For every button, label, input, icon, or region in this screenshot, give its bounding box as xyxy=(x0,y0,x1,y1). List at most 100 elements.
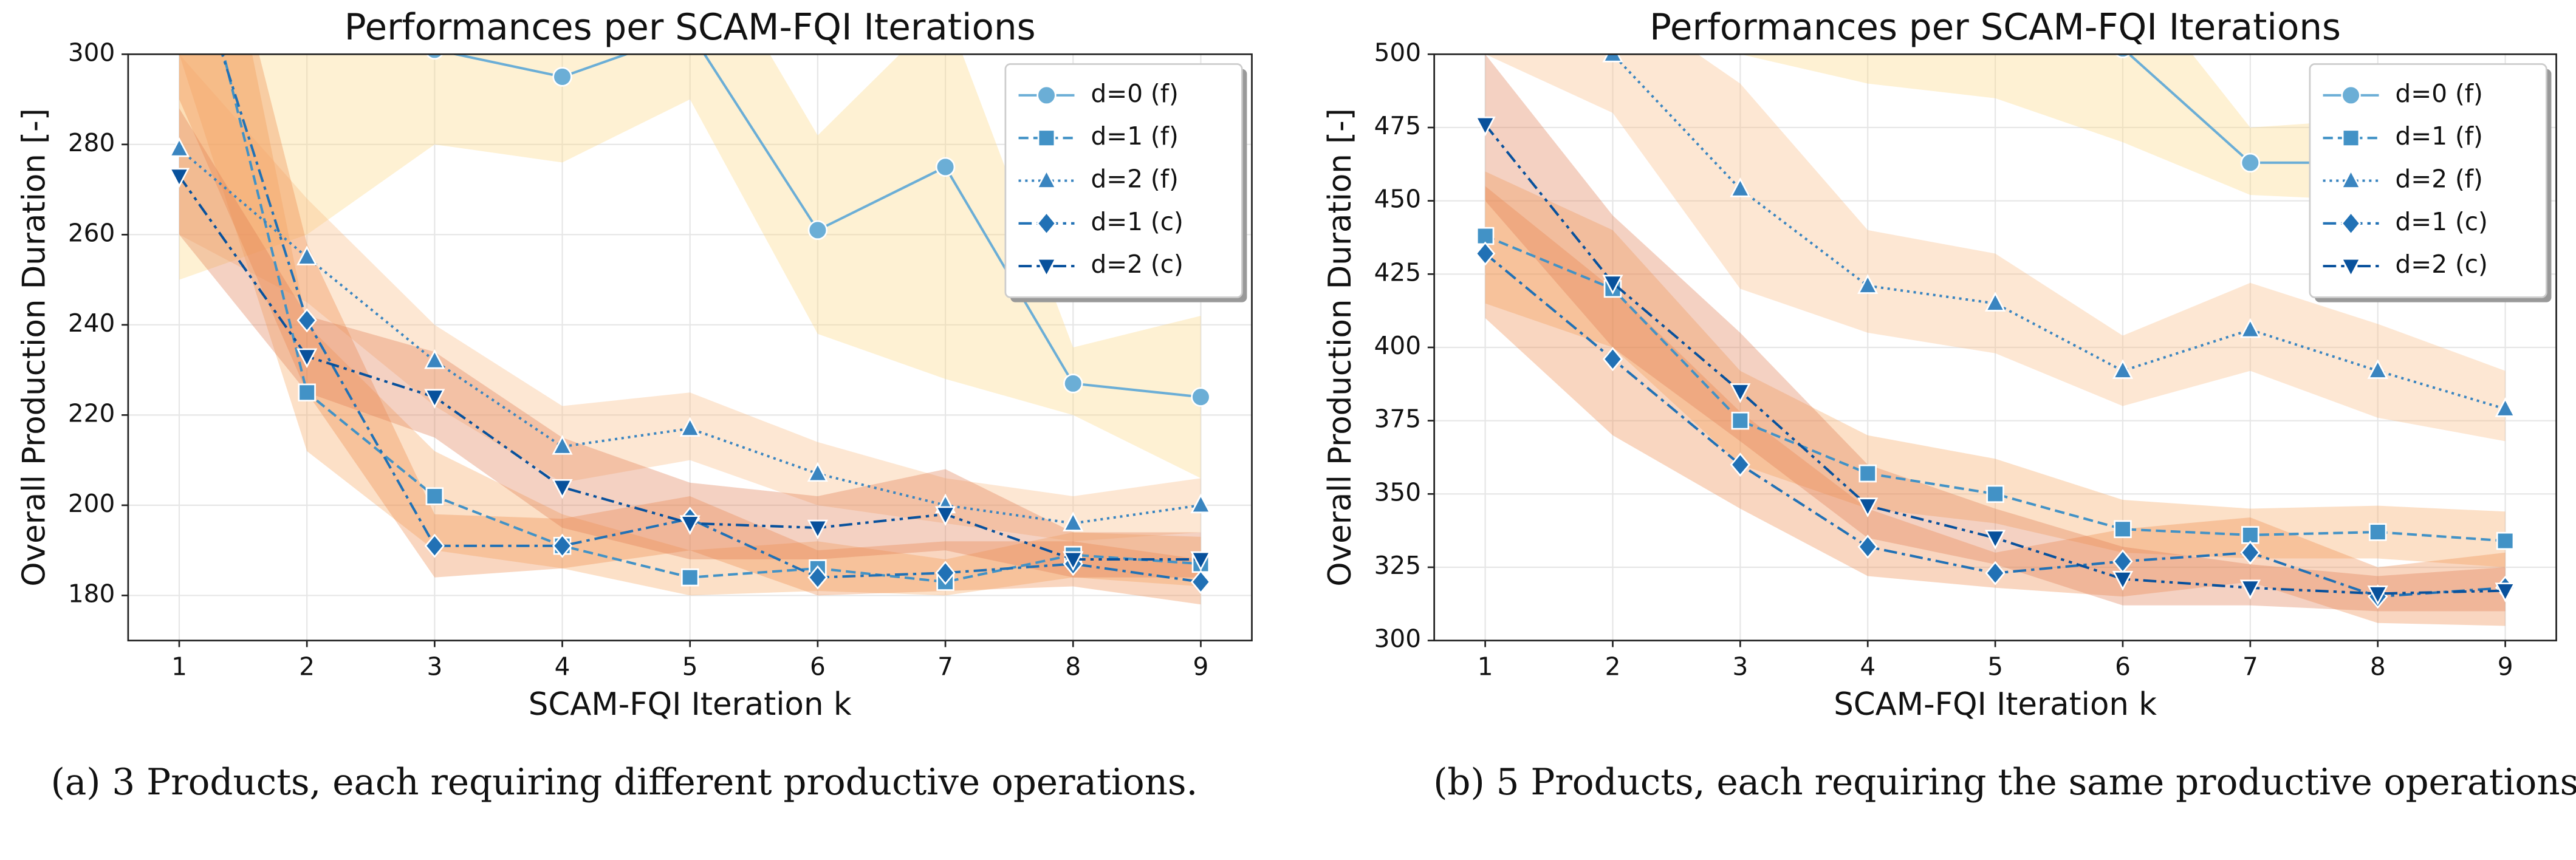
marker xyxy=(2340,169,2362,189)
marker xyxy=(2112,571,2134,591)
marker xyxy=(1063,551,1084,572)
confidence-band xyxy=(179,54,1201,542)
marker xyxy=(296,308,317,333)
y-tick-label: 325 xyxy=(1374,551,1421,580)
x-tick-label: 7 xyxy=(2242,652,2258,681)
series-line xyxy=(450,54,1201,398)
plot-frame xyxy=(1433,53,2557,642)
marker xyxy=(2367,585,2388,606)
y-tick-label: 260 xyxy=(68,218,115,247)
series-line xyxy=(1484,234,2506,542)
marker xyxy=(2495,582,2516,602)
x-tick-label: 5 xyxy=(682,652,698,681)
marker xyxy=(935,561,956,585)
series-line xyxy=(178,148,1201,525)
chart: 180 200 220 240 260 280 300 1 2 3 4 5 6 7 8 9 Performanc… xyxy=(16,7,1253,804)
y-tick-label: 200 xyxy=(68,489,115,518)
marker xyxy=(552,533,573,558)
x-tick-label: 2 xyxy=(299,652,315,681)
y-tick-label: 500 xyxy=(1374,38,1421,67)
y-tick-label: 180 xyxy=(68,579,115,608)
marker xyxy=(807,519,829,540)
x-tick-label: 6 xyxy=(810,652,826,681)
plot-area xyxy=(1475,0,2516,626)
marker xyxy=(2340,211,2362,236)
marker xyxy=(424,349,445,369)
marker xyxy=(1036,211,1057,236)
legend xyxy=(1004,63,1243,298)
marker xyxy=(298,383,316,401)
marker xyxy=(807,565,828,590)
marker xyxy=(1036,85,1057,106)
legend-label: d=1 (c) xyxy=(2396,207,2488,236)
confidence-band xyxy=(1485,54,2506,442)
series-line xyxy=(1484,123,2506,595)
marker xyxy=(424,389,445,409)
marker xyxy=(2368,523,2387,541)
x-tick-label: 1 xyxy=(171,652,187,681)
marker xyxy=(2240,152,2261,173)
marker xyxy=(1063,511,1084,531)
x-tick-label: 1 xyxy=(1478,652,1493,681)
y-tick-label: 400 xyxy=(1374,331,1421,360)
y-axis-label: Overall Production Duration [-] xyxy=(16,108,52,586)
y-tick-label: 475 xyxy=(1374,111,1421,140)
marker xyxy=(1037,129,1056,147)
marker xyxy=(2114,520,2132,538)
x-tick-label: 4 xyxy=(1860,652,1875,681)
marker xyxy=(168,137,190,157)
marker xyxy=(552,435,573,455)
y-tick-label: 425 xyxy=(1374,258,1421,287)
marker xyxy=(425,54,444,60)
confidence-band xyxy=(179,54,1201,596)
marker xyxy=(168,168,190,188)
y-tick-label: 375 xyxy=(1374,404,1421,434)
caption: (a) 3 Products, each requiring different… xyxy=(51,762,1198,804)
marker xyxy=(1730,177,1751,197)
x-tick-label: 5 xyxy=(1987,652,2003,681)
y-tick-label: 450 xyxy=(1374,185,1421,214)
marker xyxy=(2112,359,2134,379)
marker xyxy=(1602,347,1623,372)
marker xyxy=(1731,411,1750,430)
x-tick-label: 3 xyxy=(426,652,442,681)
marker xyxy=(296,348,318,369)
confidence-band xyxy=(1485,54,2506,612)
marker xyxy=(807,220,828,241)
x-tick-label: 7 xyxy=(937,652,953,681)
marker xyxy=(1191,387,1211,407)
marker xyxy=(425,487,444,505)
chart-title: Performances per SCAM-FQI Iterations xyxy=(344,7,1036,49)
marker xyxy=(1475,241,1496,266)
x-tick-label: 2 xyxy=(1605,652,1621,681)
marker xyxy=(2496,531,2515,550)
x-tick-label: 8 xyxy=(2370,652,2386,681)
x-tick-label: 6 xyxy=(2115,652,2131,681)
marker xyxy=(2239,579,2261,600)
chart: 300 325 350 375 400 425 450 475 500 1 2 3 4 5 6 7 8 9 Perf… xyxy=(1322,0,2576,804)
confidence-band xyxy=(1485,186,2506,626)
legend-label: d=1 (c) xyxy=(1091,207,1184,236)
marker xyxy=(2367,359,2388,379)
marker xyxy=(1984,530,2006,550)
legend xyxy=(2309,63,2547,298)
marker xyxy=(679,515,701,535)
y-tick-label: 300 xyxy=(1374,624,1421,654)
legend-label: d=0 (f) xyxy=(2396,79,2483,108)
marker xyxy=(807,462,829,482)
y-tick-label: 220 xyxy=(68,398,115,428)
marker xyxy=(2341,85,2361,106)
marker xyxy=(1858,0,1877,5)
x-tick-label: 8 xyxy=(1065,652,1081,681)
marker xyxy=(1730,383,1751,403)
marker xyxy=(1190,493,1211,514)
legend-label: d=1 (f) xyxy=(1091,121,1179,151)
x-tick-label: 9 xyxy=(1193,652,1209,681)
marker xyxy=(296,245,318,265)
plot-frame xyxy=(127,53,1253,642)
marker xyxy=(552,479,573,499)
marker xyxy=(1985,561,2006,585)
marker xyxy=(2495,397,2516,417)
marker xyxy=(680,568,699,587)
